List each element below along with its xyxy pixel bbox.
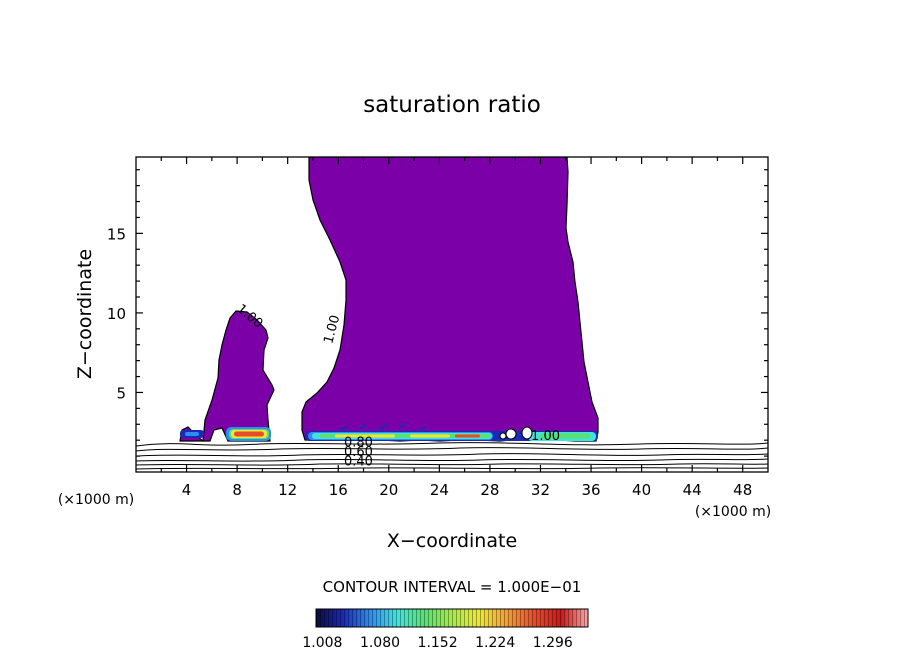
x-tick-label: 8 <box>232 481 242 499</box>
x-axis-label: X−coordinate <box>387 530 517 552</box>
x-tick-label: 40 <box>632 481 651 499</box>
colorbar-tick-label: 1.152 <box>418 635 458 651</box>
y-axis-label: Z−coordinate <box>74 249 96 379</box>
x-tick-label: 28 <box>480 481 499 499</box>
contour-label: 0.60 <box>344 445 373 460</box>
colorbar-tick-labels: 1.008 1.080 1.152 1.224 1.296 <box>302 635 573 651</box>
x-tick-label: 20 <box>379 481 398 499</box>
y-tick-label: 10 <box>107 305 126 323</box>
y-tick-label: 15 <box>107 225 126 243</box>
colorbar-tick-label: 1.224 <box>475 635 515 651</box>
x-tick-label: 12 <box>278 481 297 499</box>
colorbar-frame <box>315 608 589 628</box>
contour-label: 1.00 <box>531 429 560 444</box>
x-tick-label: 32 <box>531 481 550 499</box>
x-tick-label: 36 <box>581 481 600 499</box>
x-tick-label: 48 <box>733 481 752 499</box>
plot-area: 1.00 1.001.000.800.600.40 <box>136 157 768 472</box>
axis-ticks <box>136 157 768 472</box>
x-unit-left: (×1000 m) <box>58 492 134 508</box>
colorbar-level-lines <box>316 609 588 627</box>
x-tick-label: 24 <box>430 481 449 499</box>
y-tick-label: 5 <box>116 384 126 402</box>
cloud-region-tall <box>301 157 599 442</box>
y-tick-labels: 5 10 15 <box>107 225 126 402</box>
x-tick-label: 44 <box>683 481 702 499</box>
colorbar-tick-label: 1.296 <box>533 635 573 651</box>
x-tick-label: 16 <box>329 481 348 499</box>
low-level-contours <box>136 442 768 470</box>
x-tick-labels: 4 8 12 16 20 24 28 32 36 40 44 48 <box>182 481 752 499</box>
contour-interval-note: CONTOUR INTERVAL = 1.000E−01 <box>323 578 582 596</box>
x-tick-label: 4 <box>182 481 192 499</box>
clear-gaps <box>499 426 533 440</box>
contour-label: 0.80 <box>344 436 373 451</box>
contour-label: 1.00 <box>321 314 343 346</box>
colorbar-tick-label: 1.008 <box>302 635 342 651</box>
contour-label: 0.40 <box>344 455 373 470</box>
chart-title: saturation ratio <box>363 92 541 118</box>
x-unit-right: (×1000 m) <box>695 504 771 520</box>
colorbar-tick-label: 1.080 <box>360 635 400 651</box>
plot-frame <box>135 156 769 473</box>
